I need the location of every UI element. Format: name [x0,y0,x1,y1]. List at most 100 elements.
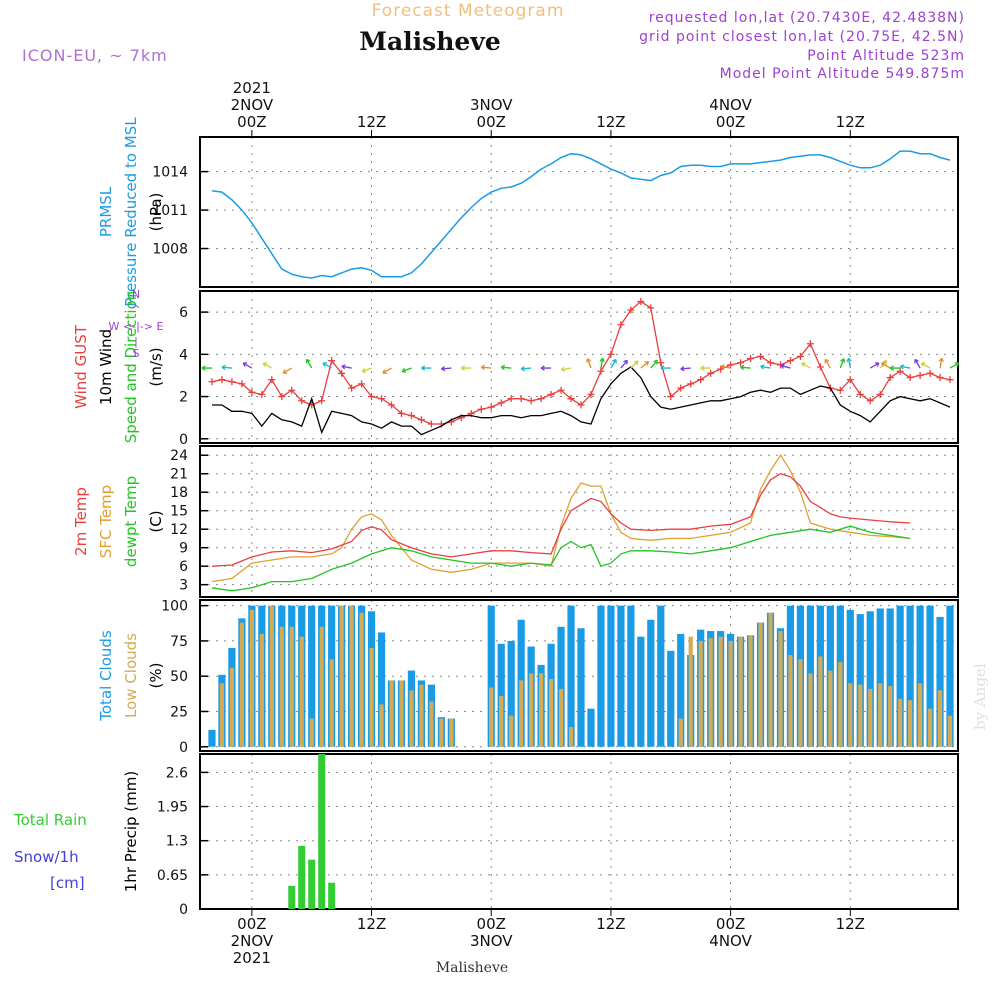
grid-point-coordinates: grid point closest lon,lat (20.75E, 42.5… [639,29,965,45]
wind-direction-arrow [801,362,811,369]
temp-axis-label: 2m Temp [72,487,90,556]
pressure-panel-frame [199,136,959,288]
time-label: 12Z [596,915,625,933]
y-tick-label: 1011 [152,203,188,219]
total-cloud-bar [936,616,944,747]
compass-n: N [132,288,140,301]
y-tick-label: 1.3 [166,834,188,850]
low-cloud-bar [419,684,424,747]
wind-arrow-head [780,363,785,369]
gust-marker [358,380,366,388]
gust-marker [916,371,924,379]
time-label: 4NOV [709,96,752,114]
y-tick-label: 21 [170,467,188,483]
low-cloud-bar [409,690,414,747]
dewpoint-line [211,525,911,592]
wind-arrow-head [653,359,658,365]
y-tick-label: 4 [179,347,188,363]
wind-direction-arrow [869,362,880,369]
y-tick-label: 1014 [152,165,188,181]
wind-direction-arrow [401,367,412,373]
precip-axis-label: 1hr Precip (mm) [122,771,140,892]
gust-marker [856,390,864,398]
low-cloud-bar [309,718,314,747]
wind-direction-arrow [630,360,639,369]
low-cloud-bar [369,647,374,747]
wind-direction-arrow [242,362,253,369]
wind-direction-arrow [620,359,628,369]
gust-marker [407,412,415,420]
wind-arrow-head [599,357,605,363]
total-cloud-bar [487,605,495,747]
low-cloud-bar [748,635,753,747]
temp-axis-label: dewpt Temp [122,476,140,567]
wind-arrow-head [938,357,944,363]
y-tick-label: 75 [170,634,188,650]
y-tick-label: 25 [170,704,188,720]
total-cloud-bar [866,611,874,747]
requested-coordinates: requested lon,lat (20.7430E, 42.4838N) [649,10,965,26]
low-cloud-bar [269,605,274,747]
total-cloud-bar [637,636,645,747]
total-cloud-bar [497,643,505,747]
time-label: 00Z [237,113,266,131]
gust-marker [387,401,395,409]
wind-axis-label: 10m Wind [97,329,115,405]
low-cloud-bar [738,636,743,747]
wind-direction-arrow [282,367,293,374]
total-cloud-bar [507,640,515,747]
wind-arrow-head [899,364,905,370]
gust-marker [507,395,515,403]
gust-marker [926,369,934,377]
wind-axis-label: Speed and Direction [122,291,140,444]
gust-marker [876,390,884,398]
y-tick-label: 2.6 [166,765,188,781]
gust-marker [537,395,545,403]
wind-arrow-head [460,365,466,371]
low-cloud-bar [927,708,933,747]
gust-marker [278,393,286,401]
temp-axis-label: SFC Temp [97,485,115,558]
gust-marker [218,376,226,384]
time-label: 00Z [237,915,266,933]
compass-arrow: ^ [131,303,140,316]
gust-marker [268,376,276,384]
wind-direction-arrow [361,367,372,373]
total-cloud-bar [308,605,316,747]
gust-marker [677,384,685,392]
gust-marker [607,350,615,358]
wind-direction-arrow [824,359,831,369]
gust-marker [946,376,954,384]
wind-arrow-head [341,364,346,370]
gust-marker [687,380,695,388]
gust-marker [547,390,555,398]
wind-direction-arrow [939,358,943,369]
total-cloud-bar [208,729,216,747]
wind-arrow-head [440,365,446,372]
y-tick-label: 0 [179,740,188,756]
rain-bar [298,845,306,909]
gust-marker [597,367,605,375]
total-cloud-bar [617,605,625,747]
low-cloud-bar [937,690,943,747]
wind-arrow-head [500,364,506,371]
clouds-axis-label: Low Clouds [122,633,140,718]
wind-arrow-head [586,358,592,363]
low-cloud-bar [429,701,434,747]
gust-marker [816,363,824,371]
low-cloud-bar [519,680,524,747]
low-cloud-bar [529,673,534,747]
low-cloud-bar [399,680,404,747]
rain-bar [308,859,316,909]
gust-marker [647,304,655,312]
wind-speed-line [212,366,951,436]
wind-arrow-head [920,362,926,367]
wind-arrow-head [720,364,725,370]
temp-panel-frame [199,445,959,598]
wind-direction-arrow [382,367,392,374]
low-cloud-bar [439,718,444,747]
y-tick-label: 6 [179,559,188,575]
low-cloud-bar [768,612,773,747]
wind-arrow-head [401,367,407,373]
time-label: 12Z [836,915,865,933]
